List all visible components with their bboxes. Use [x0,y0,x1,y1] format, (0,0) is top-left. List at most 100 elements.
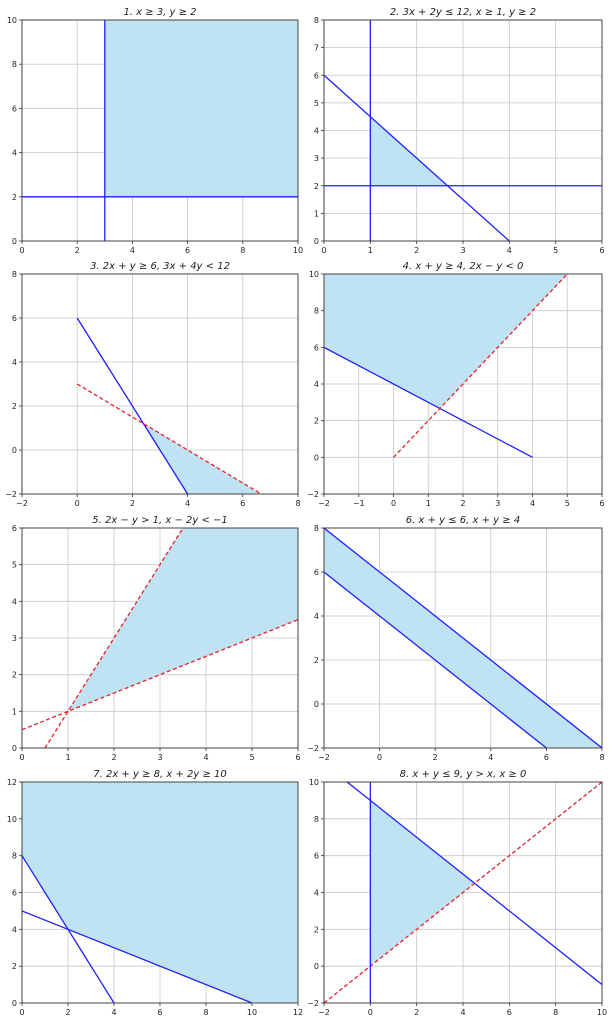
subplot-title: 4. x + y ≥ 4, 2x − y < 0 [403,261,524,272]
x-tick-label: 5 [249,753,254,762]
boundary-line-dashed [22,619,298,731]
y-tick-label: 6 [314,852,319,861]
y-tick-label: 0 [314,962,319,971]
y-tick-label: 4 [12,358,17,367]
subplot-4: −2 −1 0 1 2 3 4 5 6 −2 0 2 4 6 8 10 4. x + y ≥ 4, 2x − y… [307,261,604,508]
y-tick-label: 3 [12,634,17,643]
y-tick-label: 6 [12,104,17,113]
y-tick-label: 8 [314,815,319,824]
y-tick-label: 2 [12,962,17,971]
y-tick-label: 5 [314,99,319,108]
axes-frame [21,19,299,242]
x-tick-label: 0 [377,753,382,762]
subplot-2: 0 1 2 3 4 5 6 0 1 2 3 4 5 6 7 8 2. 3x + 2y ≤ 12, x ≥ 1, … [314,7,605,255]
y-tick-label: −2 [307,999,319,1008]
y-tick-label: 8 [12,852,17,861]
subplot-title: 8. x + y ≤ 9, y > x, x ≥ 0 [400,769,527,780]
boundary-line-dashed [393,274,568,458]
axes-frame [21,273,299,495]
x-tick-label: 0 [19,1008,24,1017]
x-tick-label: 6 [507,1008,512,1017]
x-tick-label: −2 [318,499,330,508]
x-tick-label: 0 [368,1008,373,1017]
y-tick-label: 6 [12,889,17,898]
axes-frame [323,527,603,749]
y-tick-label: 5 [12,561,17,570]
y-tick-label: −2 [307,744,319,753]
y-tick-label: 4 [12,597,17,606]
x-tick-label: 0 [19,246,24,255]
x-tick-label: 6 [157,1008,162,1017]
x-tick-label: 2 [65,1008,70,1017]
boundary-line-solid [324,571,547,748]
x-tick-label: 6 [599,246,604,255]
boundary-line-solid [324,346,533,458]
x-tick-label: 2 [414,246,419,255]
subplot-title: 7. 2x + y ≥ 8, x + 2y ≥ 10 [93,769,227,780]
feasible-region [324,274,568,409]
x-tick-label: 8 [553,1008,558,1017]
y-tick-label: 0 [12,237,17,246]
x-tick-label: 4 [530,499,535,508]
x-tick-label: 10 [597,1008,607,1017]
y-tick-label: 0 [12,744,17,753]
subplot-title: 2. 3x + 2y ≤ 12, x ≥ 1, y ≥ 2 [390,7,536,18]
subplot-title: 6. x + y ≤ 6, x + y ≥ 4 [406,515,520,526]
y-tick-label: 6 [314,343,319,352]
x-tick-label: 2 [414,1008,419,1017]
x-tick-label: 0 [391,499,396,508]
x-tick-label: 8 [240,246,245,255]
x-tick-label: 8 [295,499,300,508]
y-tick-label: 8 [12,60,17,69]
x-tick-label: −1 [353,499,365,508]
x-tick-label: 0 [321,246,326,255]
y-tick-label: 4 [12,925,17,934]
x-tick-label: 10 [293,246,303,255]
y-tick-label: 6 [12,314,17,323]
y-tick-label: 0 [314,237,319,246]
x-tick-label: 4 [185,499,190,508]
boundary-line-dashed [76,383,262,494]
y-tick-label: 8 [314,16,319,25]
feasible-region [22,782,298,1003]
x-tick-label: 8 [599,753,604,762]
x-tick-label: 6 [599,499,604,508]
x-tick-label: 1 [65,753,70,762]
y-tick-label: 4 [314,612,319,621]
x-tick-label: 4 [130,246,135,255]
x-tick-label: 1 [368,246,373,255]
x-tick-label: 8 [203,1008,208,1017]
x-tick-label: 6 [295,753,300,762]
y-tick-label: 2 [12,671,17,680]
feasible-region [68,528,298,712]
y-tick-label: 4 [12,149,17,158]
subplot-title: 5. 2x − y > 1, x − 2y < −1 [92,515,228,526]
y-tick-label: 2 [314,182,319,191]
x-tick-label: 0 [19,753,24,762]
boundary-line-solid [22,910,253,1003]
y-tick-label: 2 [12,402,17,411]
x-tick-label: 2 [111,753,116,762]
x-tick-label: 2 [75,246,80,255]
feasible-region [104,20,298,197]
x-tick-label: 5 [565,499,570,508]
x-tick-label: 12 [293,1008,303,1017]
x-tick-label: 10 [247,1008,257,1017]
y-tick-label: 2 [314,925,319,934]
y-tick-label: 10 [309,270,319,279]
y-tick-label: 8 [314,307,319,316]
x-tick-label: −2 [318,753,330,762]
y-tick-label: 0 [314,700,319,709]
y-tick-label: −2 [307,490,319,499]
boundary-line-dashed [44,528,184,748]
x-tick-label: −2 [318,1008,330,1017]
subplot-1: 0 2 4 6 8 10 0 2 4 6 8 10 1. x ≥ 3, y ≥ 2 [7,7,303,255]
subplot-7: 0 2 4 6 8 10 12 0 2 4 6 8 10 12 7. 2x + y ≥ 8, x + 2y … [7,769,303,1017]
x-tick-label: 3 [157,753,162,762]
y-tick-label: 6 [12,524,17,533]
y-tick-label: 4 [314,889,319,898]
y-tick-label: 8 [12,270,17,279]
subplot-title: 3. 2x + y ≥ 6, 3x + 4y < 12 [90,261,230,272]
x-tick-label: 4 [111,1008,116,1017]
